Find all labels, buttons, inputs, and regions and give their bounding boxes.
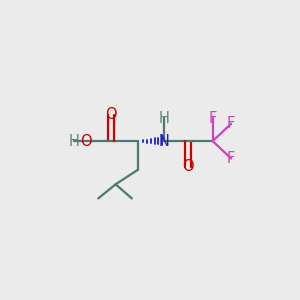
Text: O: O — [105, 107, 117, 122]
Text: O: O — [80, 134, 92, 148]
Text: F: F — [208, 110, 217, 125]
Text: H: H — [159, 110, 170, 125]
Text: H: H — [69, 134, 80, 148]
Text: F: F — [227, 151, 235, 166]
Text: N: N — [159, 134, 170, 148]
Text: O: O — [183, 159, 194, 174]
Text: F: F — [227, 116, 235, 131]
